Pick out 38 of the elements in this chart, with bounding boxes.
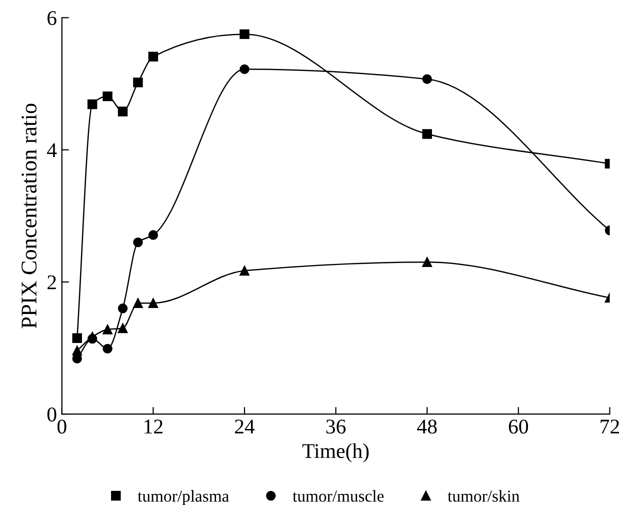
x-tick-label: 36 bbox=[326, 420, 346, 434]
point bbox=[422, 129, 432, 139]
point bbox=[87, 99, 98, 110]
point bbox=[133, 237, 143, 248]
y-tick-label: 2 bbox=[48, 275, 56, 290]
y-tick-label: 4 bbox=[47, 143, 57, 158]
point bbox=[148, 298, 158, 308]
point bbox=[133, 78, 143, 88]
y-tick-label: 0 bbox=[47, 407, 56, 422]
point bbox=[102, 91, 112, 102]
point bbox=[72, 346, 82, 356]
point bbox=[240, 266, 250, 276]
point bbox=[240, 64, 250, 74]
point bbox=[422, 74, 432, 84]
x-tick-label: 0 bbox=[57, 420, 66, 434]
legend-label: tumor/skin bbox=[448, 490, 520, 502]
point bbox=[118, 106, 128, 116]
y-tick-label: 6 bbox=[48, 11, 56, 26]
legend-label: tumor/plasma bbox=[138, 490, 229, 505]
point bbox=[422, 257, 432, 267]
point bbox=[118, 304, 128, 314]
legend-label: tumor/muscle bbox=[292, 490, 384, 502]
point bbox=[240, 29, 250, 40]
point bbox=[133, 298, 143, 308]
point bbox=[118, 323, 128, 334]
x-tick-label: 72 bbox=[600, 420, 619, 434]
point bbox=[102, 324, 112, 334]
point bbox=[87, 334, 98, 344]
point bbox=[102, 344, 112, 354]
x-tick-label: 60 bbox=[508, 420, 528, 434]
x-axis-title: Time(h) bbox=[302, 443, 369, 462]
x-tick-label: 48 bbox=[417, 420, 437, 434]
x-tick-label: 24 bbox=[235, 420, 255, 434]
x-tick-label: 12 bbox=[144, 420, 162, 434]
y-axis-title: PPIX Concentration ratio bbox=[22, 104, 37, 328]
point bbox=[148, 52, 158, 62]
point bbox=[72, 333, 82, 343]
point bbox=[148, 230, 158, 240]
